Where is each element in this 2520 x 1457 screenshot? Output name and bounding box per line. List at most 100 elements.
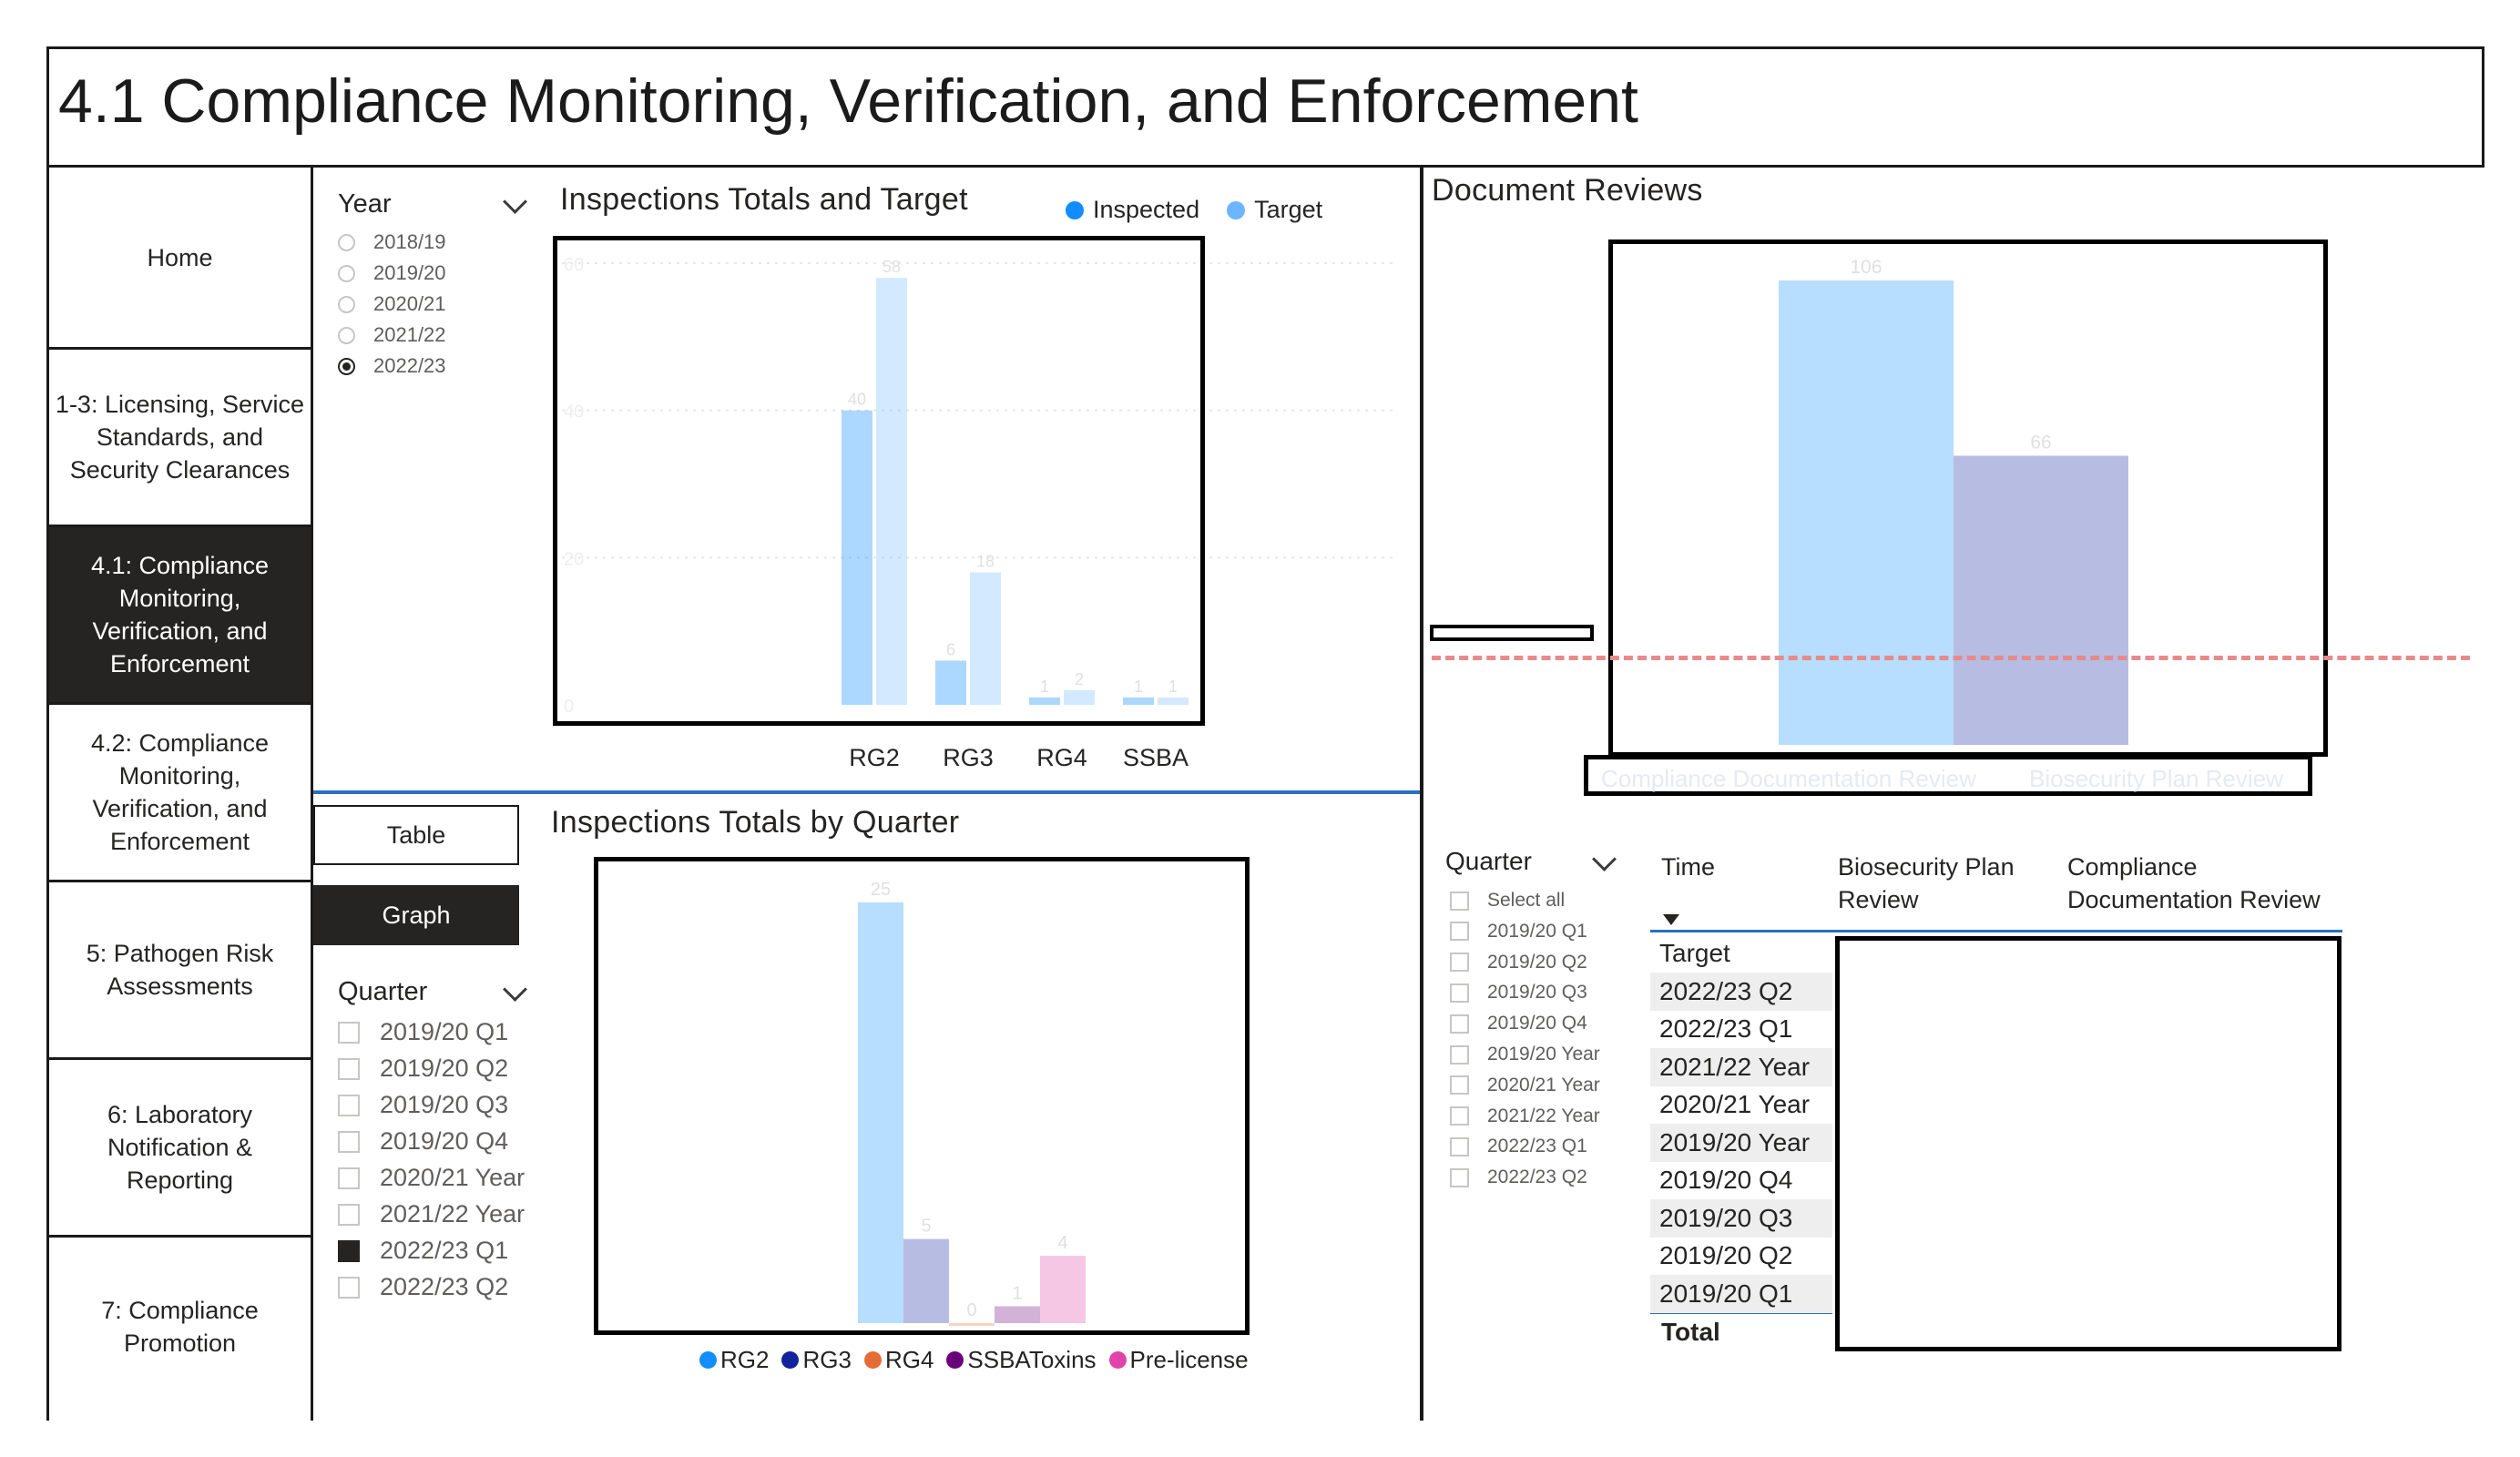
bar-target-rg3[interactable] bbox=[970, 572, 1001, 706]
year-option[interactable]: 2021/22 bbox=[338, 323, 446, 347]
radio-icon[interactable] bbox=[338, 233, 355, 251]
table-row[interactable]: 2019/20 Q2 bbox=[1650, 1237, 1832, 1275]
quarter-filter-option[interactable]: 2019/20 Q3 bbox=[1450, 982, 1587, 1004]
checkbox-icon[interactable] bbox=[1450, 1014, 1469, 1034]
quarter-option[interactable]: 2019/20 Q3 bbox=[338, 1091, 508, 1119]
legend-marker bbox=[781, 1351, 800, 1369]
nav-compliance-promotion[interactable]: 7: Compliance Promotion bbox=[49, 1238, 311, 1415]
checkbox-icon[interactable] bbox=[1450, 1136, 1469, 1156]
checkbox-icon[interactable] bbox=[338, 1094, 360, 1116]
chevron-down-icon[interactable] bbox=[503, 189, 527, 214]
quarter-filter-option[interactable]: 2019/20 Q2 bbox=[1450, 952, 1587, 973]
table-header-time[interactable]: Time bbox=[1661, 853, 1715, 881]
nav-home[interactable]: Home bbox=[49, 168, 311, 350]
checkbox-icon[interactable] bbox=[338, 1203, 360, 1226]
year-option[interactable]: 2022/23 bbox=[338, 354, 446, 378]
legend-item[interactable]: SSBAToxins bbox=[946, 1346, 1097, 1374]
checkbox-icon[interactable] bbox=[1450, 953, 1469, 973]
quarter-filter-option[interactable]: 2022/23 Q1 bbox=[1450, 1136, 1587, 1157]
legend-item[interactable]: RG4 bbox=[863, 1346, 934, 1374]
graph-view-button[interactable]: Graph bbox=[313, 885, 519, 945]
bar-document-review[interactable] bbox=[1954, 455, 2128, 745]
quarter-filter-option[interactable]: 2022/23 Q2 bbox=[1450, 1167, 1587, 1188]
checkbox-icon[interactable] bbox=[1450, 1044, 1469, 1065]
radio-icon[interactable] bbox=[338, 326, 355, 344]
bar-rg3[interactable] bbox=[903, 1238, 949, 1323]
table-row[interactable]: 2019/20 Year bbox=[1650, 1123, 1832, 1162]
year-option[interactable]: 2020/21 bbox=[338, 292, 446, 316]
table-row[interactable]: 2019/20 Q1 bbox=[1650, 1274, 1832, 1313]
checkbox-icon[interactable] bbox=[338, 1021, 360, 1044]
table-row[interactable]: 2022/23 Q2 bbox=[1650, 972, 1832, 1011]
checkbox-icon[interactable] bbox=[1450, 983, 1469, 1003]
bar-data-label: 5 bbox=[921, 1217, 931, 1237]
bar-inspected-rg3[interactable] bbox=[935, 660, 966, 706]
bar-rg2[interactable] bbox=[858, 902, 903, 1323]
checkbox-icon[interactable] bbox=[338, 1057, 360, 1080]
bar-document-review[interactable] bbox=[1779, 280, 1954, 745]
legend-item[interactable]: RG3 bbox=[781, 1346, 852, 1374]
bar-target-ssba[interactable] bbox=[1158, 697, 1189, 705]
bar-data-label: 58 bbox=[883, 258, 901, 276]
quarter-filter-option[interactable]: 2019/20 Year bbox=[1450, 1044, 1600, 1065]
bar-inspected-rg2[interactable] bbox=[842, 410, 872, 705]
quarter-option[interactable]: 2019/20 Q2 bbox=[338, 1055, 508, 1083]
checkbox-icon[interactable] bbox=[338, 1167, 360, 1189]
year-option[interactable]: 2019/20 bbox=[338, 261, 446, 285]
bar-data-label: 25 bbox=[871, 880, 891, 900]
nav-licensing[interactable]: 1-3: Licensing, Service Standards, and S… bbox=[49, 350, 311, 527]
checkbox-icon[interactable] bbox=[1450, 1106, 1469, 1126]
table-row[interactable]: 2019/20 Q4 bbox=[1650, 1161, 1832, 1199]
chevron-down-icon[interactable] bbox=[503, 977, 527, 1002]
checkbox-icon[interactable] bbox=[338, 1239, 360, 1262]
year-option[interactable]: 2018/19 bbox=[338, 230, 446, 254]
chevron-down-icon[interactable] bbox=[1592, 847, 1617, 871]
table-row[interactable]: Target bbox=[1650, 934, 1832, 973]
bar-rg4[interactable] bbox=[949, 1323, 995, 1326]
table-row[interactable]: 2020/21 Year bbox=[1650, 1085, 1832, 1124]
bar-inspected-ssba[interactable] bbox=[1123, 697, 1154, 705]
checkbox-icon[interactable] bbox=[338, 1276, 360, 1299]
quarter-option[interactable]: 2022/23 Q2 bbox=[338, 1273, 508, 1301]
quarter-filter-option[interactable]: Select all bbox=[1450, 890, 1565, 912]
nav-home-label: Home bbox=[147, 243, 213, 271]
quarter-option[interactable]: 2021/22 Year bbox=[338, 1200, 525, 1228]
legend-item[interactable]: Pre-license bbox=[1108, 1346, 1249, 1374]
quarter-filter-option[interactable]: 2019/20 Q4 bbox=[1450, 1013, 1587, 1034]
bar-target-rg4[interactable] bbox=[1064, 689, 1095, 705]
table-row[interactable]: 2021/22 Year bbox=[1650, 1047, 1832, 1086]
nav-pathogen-risk[interactable]: 5: Pathogen Risk Assessments bbox=[49, 882, 311, 1060]
checkbox-icon[interactable] bbox=[1450, 922, 1469, 942]
table-header-compliance[interactable]: Compliance Documentation Review bbox=[2067, 853, 2321, 913]
quarter-filter-option[interactable]: 2019/20 Q1 bbox=[1450, 921, 1587, 942]
bar-ssbatoxins[interactable] bbox=[995, 1306, 1040, 1323]
legend-target-label[interactable]: Target bbox=[1254, 196, 1323, 223]
checkbox-icon[interactable] bbox=[1450, 891, 1469, 911]
radio-icon[interactable] bbox=[338, 357, 355, 375]
quarter-option[interactable]: 2019/20 Q1 bbox=[338, 1018, 508, 1046]
bar-target-rg2[interactable] bbox=[876, 278, 907, 705]
legend-item[interactable]: RG2 bbox=[699, 1346, 769, 1374]
quarter-option[interactable]: 2022/23 Q1 bbox=[338, 1237, 508, 1265]
radio-icon[interactable] bbox=[338, 295, 355, 313]
bar-inspected-rg4[interactable] bbox=[1029, 697, 1060, 705]
legend-inspected-label[interactable]: Inspected bbox=[1093, 196, 1200, 223]
radio-icon[interactable] bbox=[338, 264, 355, 282]
table-row[interactable]: 2019/20 Q3 bbox=[1650, 1198, 1832, 1238]
quarter-filter-option[interactable]: 2021/22 Year bbox=[1450, 1105, 1600, 1127]
bar-pre-license[interactable] bbox=[1040, 1256, 1086, 1323]
quarter-option[interactable]: 2020/21 Year bbox=[338, 1164, 525, 1192]
checkbox-icon[interactable] bbox=[338, 1130, 360, 1153]
sort-descending-icon[interactable] bbox=[1663, 914, 1679, 925]
nav-lab-notification[interactable]: 6: Laboratory Notification & Reporting bbox=[49, 1060, 311, 1238]
table-header-biosecurity[interactable]: Biosecurity Plan Review bbox=[1838, 853, 2015, 913]
quarter-filter-option[interactable]: 2020/21 Year bbox=[1450, 1075, 1600, 1096]
nav-compliance-4-2[interactable]: 4.2: Compliance Monitoring, Verification… bbox=[49, 705, 311, 882]
table-row[interactable]: 2022/23 Q1 bbox=[1650, 1010, 1832, 1048]
checkbox-icon[interactable] bbox=[1450, 1075, 1469, 1095]
checkbox-icon[interactable] bbox=[1450, 1167, 1469, 1187]
nav-compliance-4-1[interactable]: 4.1: Compliance Monitoring, Verification… bbox=[49, 527, 311, 705]
quarter-option[interactable]: 2019/20 Q4 bbox=[338, 1127, 508, 1156]
table-view-button[interactable]: Table bbox=[313, 805, 519, 865]
y-tick-label: 60 bbox=[564, 255, 584, 275]
